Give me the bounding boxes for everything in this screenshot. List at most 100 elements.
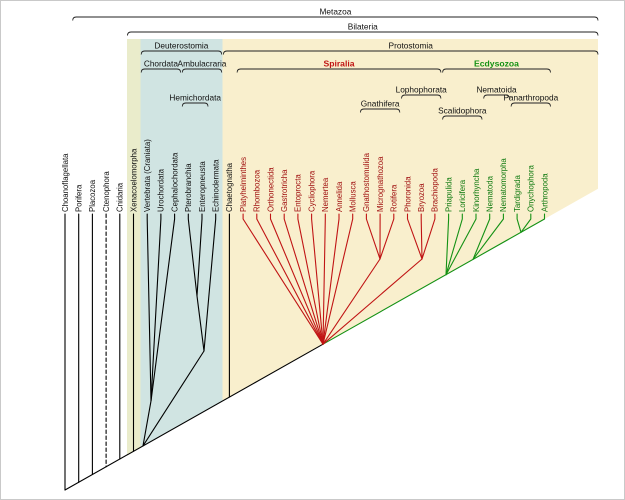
branch-line bbox=[322, 258, 381, 345]
taxon-label-placozoa: Placozoa bbox=[88, 179, 97, 212]
branch-line bbox=[445, 213, 477, 276]
taxon-label-nematoda: Nematoda bbox=[486, 175, 495, 212]
branch-line bbox=[445, 213, 450, 276]
taxon-label-platyhelminthes: Platyhelminthes bbox=[239, 157, 248, 212]
clade-label-bilateria: Bilateria bbox=[348, 22, 378, 32]
taxon-label-chaetognatha: Chaetognatha bbox=[225, 162, 234, 212]
clade-label-scalidophora: Scalidophora bbox=[438, 106, 487, 116]
taxon-label-cycliophora: Cycliophora bbox=[307, 170, 316, 212]
clade-bracket-ambulacraria bbox=[181, 68, 223, 73]
taxon-label-bryozoa: Bryozoa bbox=[417, 183, 426, 212]
branch-line bbox=[297, 213, 324, 345]
taxon-label-entoprocta: Entoprocta bbox=[294, 174, 303, 212]
clade-bracket-chordata bbox=[140, 68, 182, 73]
branch-line bbox=[322, 218, 546, 345]
taxon-label-priapulida: Priapulida bbox=[444, 177, 453, 212]
taxon-label-onychophora: Onychophora bbox=[527, 165, 536, 212]
taxon-label-vertebrata-craniata: Vertebrata (Craniata) bbox=[143, 139, 152, 212]
taxon-label-nematomorpha: Nematomorpha bbox=[499, 158, 508, 212]
clade-bracket-bilateria bbox=[127, 31, 599, 36]
clade-label-panarthropoda: Panarthropoda bbox=[503, 93, 558, 103]
branch-line bbox=[269, 213, 324, 345]
branch-line bbox=[472, 213, 491, 260]
taxon-label-echinodermata: Echinodermata bbox=[212, 159, 221, 212]
branch-line bbox=[322, 258, 423, 345]
clade-label-ecdysozoa: Ecdysozoa bbox=[474, 59, 519, 69]
branch-line bbox=[406, 213, 423, 260]
clade-label-deuterostomia: Deuterostomia bbox=[154, 41, 208, 51]
taxon-label-choanoflagellata: Choanoflagellata bbox=[61, 153, 70, 212]
taxon-label-pterobranchia: Pterobranchia bbox=[184, 163, 193, 212]
branch-line bbox=[64, 343, 324, 491]
taxon-label-gastrotricha: Gastrotricha bbox=[280, 169, 289, 212]
region-deuterostomia bbox=[140, 39, 223, 448]
branch-line bbox=[196, 295, 205, 352]
taxon-label-urochordata: Urochordata bbox=[157, 168, 166, 212]
branch-line bbox=[520, 213, 532, 233]
taxon-label-phoronida: Phoronida bbox=[403, 176, 412, 212]
branch-line bbox=[196, 213, 203, 297]
clade-label-gnathifera: Gnathifera bbox=[361, 99, 400, 109]
taxon-label-nemertea: Nemertea bbox=[321, 177, 330, 212]
clade-label-hemichordata: Hemichordata bbox=[169, 93, 221, 103]
clade-bracket-scalidophora bbox=[442, 115, 483, 120]
taxon-label-micrognathozoa: Micrognathozoa bbox=[376, 156, 385, 212]
branch-line bbox=[365, 213, 381, 260]
taxon-label-orthonectida: Orthonectida bbox=[266, 167, 275, 212]
taxon-label-arthropoda: Arthropoda bbox=[540, 173, 549, 212]
taxon-label-kinorhyncha: Kinorhyncha bbox=[472, 168, 481, 212]
branch-line bbox=[142, 350, 205, 447]
branch-line bbox=[150, 213, 162, 402]
branch-line bbox=[142, 400, 152, 447]
branch-line bbox=[242, 213, 324, 345]
branch-line bbox=[322, 213, 340, 345]
clade-bracket-nematoida bbox=[483, 94, 510, 99]
taxon-label-brachiopoda: Brachiopoda bbox=[431, 168, 440, 212]
branch-line bbox=[421, 213, 436, 260]
branch-line bbox=[420, 213, 423, 260]
branch-line bbox=[472, 213, 504, 260]
clade-label-spiralia: Spiralia bbox=[323, 59, 354, 69]
taxon-label-xenacoelomorpha: Xenacoelomorpha bbox=[129, 148, 138, 212]
clade-bracket-deuterostomia bbox=[140, 50, 223, 55]
taxon-label-tardigrada: Tardigrada bbox=[513, 174, 522, 212]
clade-bracket-protostomia bbox=[222, 50, 599, 55]
branch-line bbox=[322, 213, 354, 345]
clade-label-ambulacraria: Ambulacraria bbox=[178, 59, 227, 69]
branch-line bbox=[150, 213, 176, 402]
taxon-label-cnidaria: Cnidaria bbox=[116, 182, 125, 212]
branch-line bbox=[187, 213, 198, 297]
clade-bracket-panarthropoda bbox=[510, 102, 551, 107]
clade-bracket-spiralia bbox=[236, 68, 442, 73]
clade-bracket-ecdysozoa bbox=[442, 68, 551, 73]
taxon-label-rotifera: Rotifera bbox=[390, 184, 399, 212]
taxon-label-loricifera: Loricifera bbox=[458, 179, 467, 212]
branch-line bbox=[256, 213, 324, 345]
branch-line bbox=[146, 213, 152, 402]
branch-line bbox=[322, 213, 326, 345]
clade-label-chordata: Chordata bbox=[144, 59, 179, 69]
clade-bracket-hemichordata bbox=[181, 102, 209, 107]
clade-bracket-lophophorata bbox=[401, 94, 442, 99]
branch-line bbox=[311, 213, 324, 345]
clade-label-metazoa: Metazoa bbox=[319, 7, 351, 17]
branch-line bbox=[516, 213, 522, 233]
taxon-label-porifera: Porifera bbox=[75, 184, 84, 212]
clade-label-protostomia: Protostomia bbox=[389, 41, 434, 51]
taxon-label-annelida: Annelida bbox=[335, 181, 344, 212]
clade-bracket-gnathifera bbox=[359, 108, 401, 113]
taxon-label-gnathostomulida: Gnathostomulida bbox=[362, 152, 371, 212]
taxon-label-ctenophora: Ctenophora bbox=[102, 171, 111, 212]
clade-bracket-metazoa bbox=[72, 16, 599, 21]
taxon-label-enteropneusta: Enteropneusta bbox=[198, 161, 207, 212]
taxon-label-rhombozoa: Rhombozoa bbox=[253, 169, 262, 212]
clade-label-nematoida: Nematoida bbox=[476, 85, 517, 95]
taxon-label-mollusca: Mollusca bbox=[349, 181, 358, 212]
taxon-label-cephalochordata: Cephalochordata bbox=[170, 152, 179, 212]
branch-line bbox=[445, 213, 463, 276]
clade-label-lophophorata: Lophophorata bbox=[396, 85, 448, 95]
branch-line bbox=[203, 213, 217, 352]
branch-line bbox=[283, 213, 324, 345]
